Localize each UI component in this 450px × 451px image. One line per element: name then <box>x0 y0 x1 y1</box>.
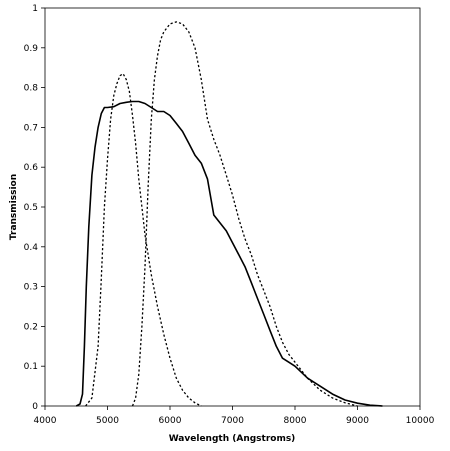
y-tick-label: 0.5 <box>24 203 38 213</box>
x-tick-label: 8000 <box>284 416 307 426</box>
series-layer <box>75 21 383 407</box>
y-tick-label: 0.6 <box>24 163 39 173</box>
y-axis-title: Transmission <box>9 174 19 240</box>
x-axis-title: Wavelength (Angstroms) <box>169 434 296 444</box>
y-tick-label: 0.8 <box>24 84 39 94</box>
x-tick-label: 7000 <box>221 416 244 426</box>
x-tick-label: 9000 <box>346 416 369 426</box>
y-tick-label: 0.3 <box>24 283 38 293</box>
y-tick-label: 0.2 <box>24 322 38 332</box>
x-tick-label: 4000 <box>34 416 57 426</box>
x-axis: 4000 5000 6000 7000 8000 9000 10000 <box>34 406 435 426</box>
x-tick-label: 10000 <box>406 416 435 426</box>
y-axis: 0 0.1 0.2 0.3 0.4 0.5 0.6 0.7 0.8 0.9 1 <box>24 4 45 412</box>
y-tick-label: 0.9 <box>24 44 39 54</box>
series-line-3 <box>131 21 358 407</box>
y-tick-label: 0 <box>32 402 38 412</box>
series-line-1 <box>75 100 383 407</box>
y-tick-label: 0.1 <box>24 362 38 372</box>
plot-area <box>44 7 421 407</box>
x-tick-label: 5000 <box>96 416 119 426</box>
x-tick-label: 6000 <box>159 416 182 426</box>
y-tick-label: 0.4 <box>24 243 39 253</box>
y-tick-label: 0.7 <box>24 123 38 133</box>
y-tick-label: 1 <box>32 4 38 14</box>
